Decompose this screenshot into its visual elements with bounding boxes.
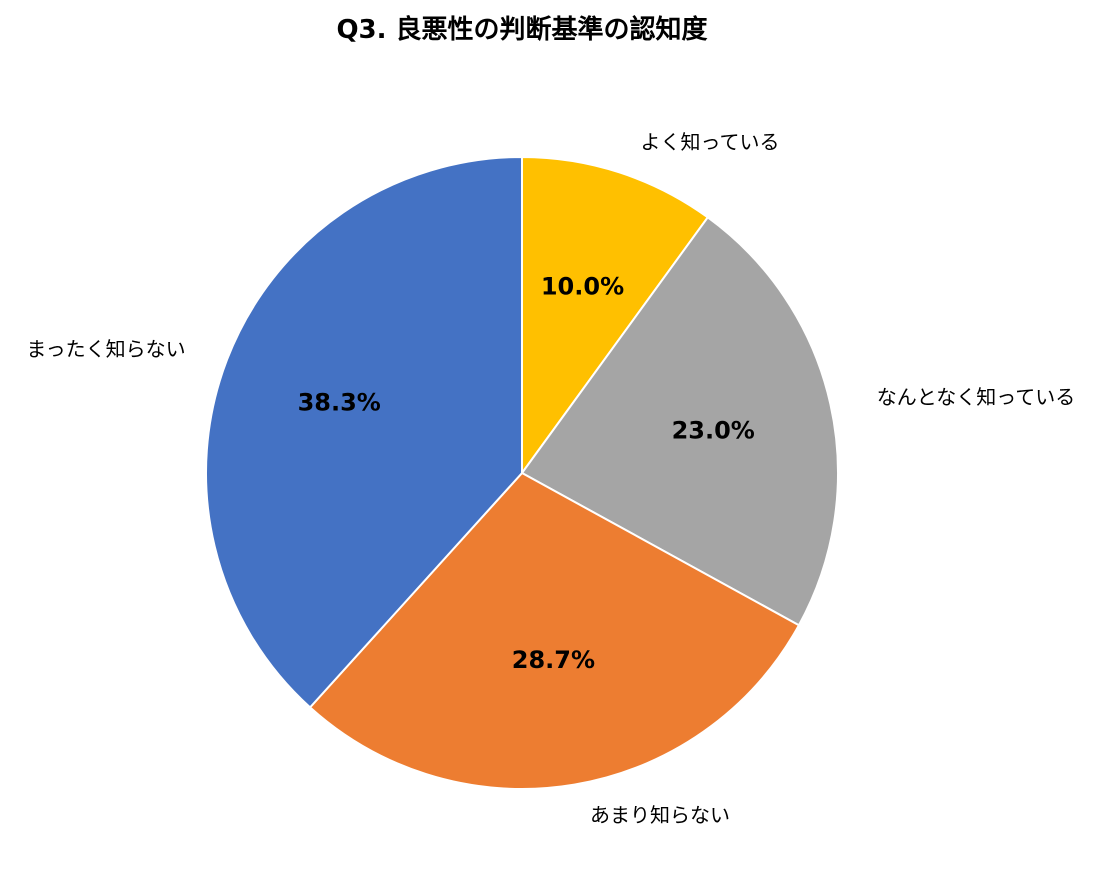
category-label-well-known: よく知っている [641,130,780,154]
category-label-little-known: あまり知らない [590,803,730,827]
slice-well-known [521,155,710,477]
pie-labels: 10.0% よく知っている 23.0% なんとなく知っている 28.7% あまり知らない 3… [26,130,1075,827]
slice-somewhat-known [520,215,839,627]
value-label-somewhat-known: 23.0% [672,416,755,444]
category-label-somewhat-known: なんとなく知っている [877,385,1075,409]
pie-slices [204,155,839,790]
slice-little-known [308,471,801,790]
value-label-not-known: 38.3% [298,389,381,417]
chart-title: Q3. 良悪性の判断基準の認知度 [336,14,707,45]
value-label-little-known: 28.7% [512,646,595,674]
category-label-not-known: まったく知らない [26,337,185,361]
value-label-well-known: 10.0% [541,273,624,301]
slice-not-known [204,155,523,709]
